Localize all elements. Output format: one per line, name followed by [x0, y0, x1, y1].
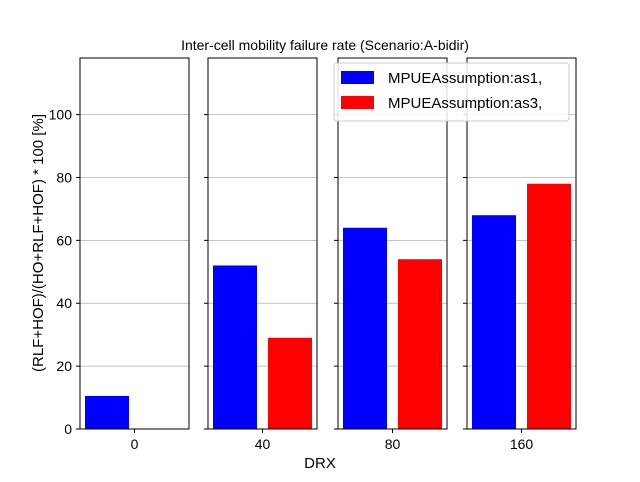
panel-40: 40 — [204, 57, 318, 452]
bar-as1-40 — [213, 265, 257, 429]
legend: MPUEAssumption:as1, MPUEAssumption:as3, — [333, 62, 570, 122]
panel-frame — [79, 57, 190, 430]
bar-as1-160 — [472, 215, 516, 429]
bar-as1-0 — [85, 395, 129, 429]
panels: 0 20 40 60 80 100 0 40 80 160 — [49, 57, 577, 452]
x-tick-label: 0 — [131, 436, 139, 452]
legend-swatch — [341, 71, 374, 84]
y-tick-label: 100 — [49, 107, 73, 123]
x-tick-label: 80 — [385, 436, 401, 452]
bar-as3-160 — [527, 183, 571, 429]
x-axis-label: DRX — [304, 455, 336, 472]
legend-swatch — [341, 96, 374, 109]
panel-0: 0 20 40 60 80 100 0 — [49, 57, 190, 452]
chart-title: Inter-cell mobility failure rate (Scenar… — [181, 37, 469, 53]
bar-as3-80 — [398, 259, 442, 429]
y-tick-label: 0 — [64, 421, 72, 437]
panel-80: 80 — [334, 57, 448, 452]
y-tick-label: 20 — [56, 358, 72, 374]
x-tick-label: 160 — [510, 436, 534, 452]
y-tick-label: 60 — [56, 232, 72, 248]
legend-label: MPUEAssumption:as1, — [388, 70, 542, 87]
y-axis-label: (RLF+HOF)/(HO+RLF+HOF) * 100 [%] — [30, 114, 47, 372]
y-tick-label: 80 — [56, 169, 72, 185]
x-tick-label: 40 — [255, 436, 271, 452]
bar-as1-80 — [343, 227, 387, 429]
panel-160: 160 — [463, 57, 577, 452]
legend-box — [333, 62, 570, 122]
bar-as3-40 — [268, 337, 312, 429]
legend-label: MPUEAssumption:as3, — [388, 95, 542, 112]
y-tick-label: 40 — [56, 295, 72, 311]
